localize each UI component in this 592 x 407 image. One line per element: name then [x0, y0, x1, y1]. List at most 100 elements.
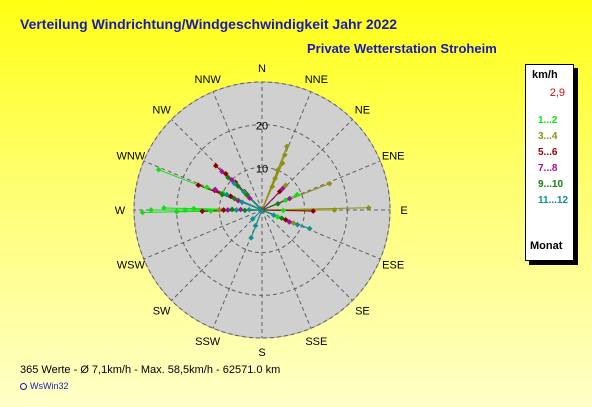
direction-label: NE [355, 105, 370, 117]
brand-text: WsWin32 [30, 381, 69, 391]
data-point [241, 189, 247, 195]
data-point [190, 205, 197, 212]
legend-item: 3...4 [538, 131, 558, 142]
spoke-line [261, 209, 353, 301]
data-ray [261, 203, 279, 211]
data-point [220, 207, 227, 213]
data-ray [255, 209, 263, 226]
direction-label: NNE [305, 74, 328, 86]
data-point [155, 166, 162, 173]
data-point [219, 168, 225, 175]
data-point [282, 151, 288, 158]
data-point [199, 208, 206, 215]
legend-item: 1...2 [538, 115, 558, 126]
data-point [233, 207, 240, 213]
direction-labels: N NNE NE ENE E ESE SE SSE S SSW SW WSW W WNW NW NNW 10 20 [115, 63, 408, 359]
data-point [294, 221, 301, 228]
data-point [219, 191, 226, 198]
direction-label: W [115, 205, 126, 217]
direction-label: WSW [117, 259, 146, 271]
data-point [286, 219, 293, 225]
data-point [235, 183, 241, 189]
data-point [283, 143, 290, 150]
direction-label: S [258, 347, 265, 359]
data-point [246, 206, 253, 213]
direction-label: N [258, 63, 266, 75]
data-point [203, 184, 210, 190]
data-point [294, 191, 300, 198]
data-point [279, 185, 286, 192]
legend-item: 7...8 [538, 163, 558, 174]
data-point [222, 170, 229, 177]
data-point [249, 216, 256, 222]
data-point [231, 195, 238, 202]
radial-tick-label: 20 [256, 121, 268, 133]
data-point [276, 188, 283, 195]
data-point [279, 160, 286, 166]
spoke-line [143, 209, 263, 260]
data-point [326, 180, 333, 187]
direction-label: WNW [116, 151, 145, 163]
data-point [225, 207, 231, 213]
data-ray [252, 209, 263, 220]
data-point [270, 212, 277, 218]
data-point [224, 191, 230, 198]
data-point [237, 206, 244, 213]
direction-label: NNW [195, 74, 222, 86]
data-point [274, 167, 281, 174]
data-point [242, 207, 248, 214]
data-point [207, 208, 214, 214]
direction-label: SW [153, 305, 171, 317]
data-point [248, 234, 254, 241]
data-point [161, 205, 167, 211]
data-point [231, 180, 238, 187]
direction-label: ESE [382, 259, 404, 271]
data-point [306, 225, 313, 232]
data-point [195, 182, 202, 189]
legend-top-value: 2,9 [549, 87, 565, 99]
spoke-line [212, 91, 263, 211]
brand-label: WsWin32 [20, 381, 69, 391]
legend-header: km/h [532, 69, 558, 81]
data-point [225, 174, 231, 181]
data-ray [261, 209, 314, 212]
stats-line: 365 Werte - Ø 7,1km/h - Max. 58,5km/h - … [20, 364, 281, 376]
data-point [275, 200, 281, 207]
direction-label: SSW [195, 336, 221, 348]
data-point [310, 208, 317, 214]
direction-label: SE [355, 305, 370, 317]
data-point [182, 207, 189, 213]
data-point [239, 199, 245, 206]
data-point [331, 207, 338, 213]
direction-label: E [400, 205, 407, 217]
data-ray [261, 186, 273, 211]
chart-title: Verteilung Windrichtung/Windgeschwindigk… [20, 16, 398, 32]
data-point [280, 207, 287, 214]
data-point [286, 195, 293, 202]
data-point [212, 186, 218, 193]
legend-item: 9...10 [538, 179, 564, 190]
data-point [269, 183, 276, 190]
radial-tick-label: 10 [256, 163, 268, 175]
brand-icon [20, 383, 27, 391]
data-point [212, 162, 219, 169]
legend-item: 11...12 [538, 195, 569, 206]
data-point [272, 175, 278, 182]
data-point [229, 177, 235, 183]
data-point [282, 182, 289, 189]
data-ray [241, 201, 263, 211]
spoke-line [261, 209, 312, 329]
legend-box: km/h 2,9 1...2 3...4 5...6 7...8 9...10 11...… [525, 64, 574, 261]
data-point [278, 215, 285, 221]
data-point [252, 222, 259, 229]
data-points [139, 143, 372, 241]
data-point [139, 209, 146, 216]
legend-footer: Monat [530, 240, 563, 252]
data-point [229, 206, 235, 213]
data-point [148, 207, 154, 213]
data-point [216, 207, 223, 213]
direction-label: SSE [305, 336, 327, 348]
direction-label: ENE [382, 151, 405, 163]
data-point [365, 204, 372, 211]
